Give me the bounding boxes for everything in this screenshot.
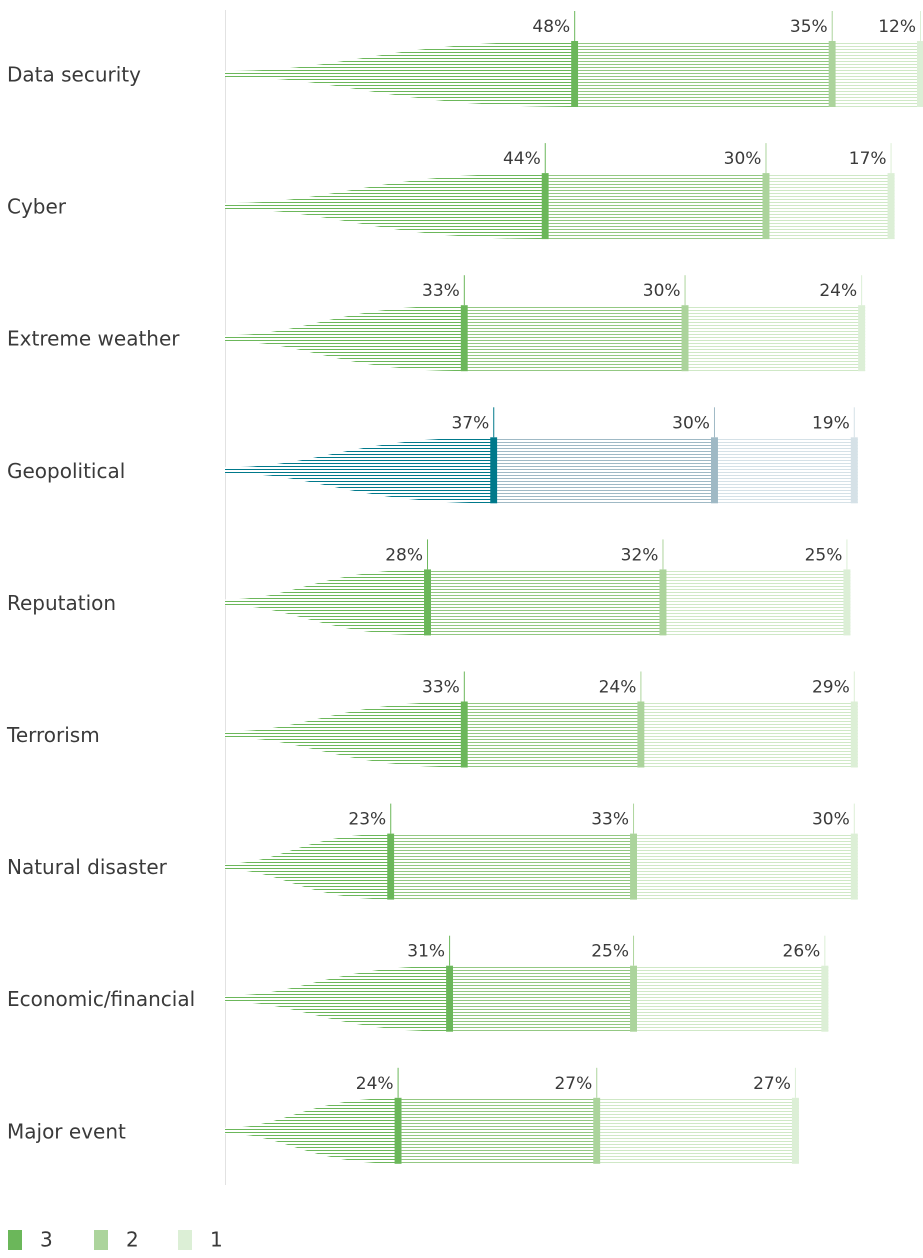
segment-end: [460, 305, 468, 372]
segment-end: [887, 173, 895, 240]
legend-swatch: [178, 1230, 192, 1250]
segment-end: [394, 1097, 402, 1164]
segment: [225, 1097, 402, 1164]
segment-end: [681, 305, 689, 372]
value-label: 33%: [422, 281, 460, 301]
segment: [717, 437, 858, 504]
category-label: Natural disaster: [7, 855, 168, 879]
segment: [637, 965, 829, 1032]
segment: [835, 41, 923, 107]
value-label: 32%: [621, 545, 659, 565]
value-label: 35%: [790, 17, 828, 37]
value-label: 31%: [407, 942, 445, 962]
value-label: 30%: [724, 149, 762, 169]
segment: [769, 173, 895, 240]
value-label: 24%: [356, 1074, 394, 1094]
segment: [401, 1097, 601, 1164]
segment-end: [843, 569, 851, 636]
segment: [225, 965, 454, 1032]
segment-end: [710, 437, 718, 504]
segment: [644, 701, 858, 768]
value-label: 26%: [783, 942, 821, 962]
category-label: Economic/financial: [7, 987, 195, 1011]
segment: [467, 701, 645, 768]
value-label: 17%: [849, 149, 887, 169]
category-label: Data security: [7, 63, 141, 87]
value-label: 24%: [599, 678, 637, 698]
category-label: Extreme weather: [7, 327, 180, 351]
legend-label: 1: [210, 1228, 223, 1252]
value-label: 30%: [643, 281, 681, 301]
segment: [578, 41, 836, 107]
value-label: 24%: [819, 281, 857, 301]
segment: [637, 833, 858, 900]
segment-end: [630, 833, 638, 900]
segment: [666, 569, 851, 636]
category-label: Reputation: [7, 591, 116, 615]
value-label: 33%: [422, 678, 460, 698]
legend-label: 2: [126, 1228, 139, 1252]
segment-end: [460, 701, 468, 768]
legend-swatch: [8, 1230, 22, 1250]
segment-end: [791, 1097, 799, 1164]
segment: [600, 1097, 799, 1164]
segment-end: [762, 173, 770, 240]
value-label: 37%: [451, 413, 489, 433]
value-label: 25%: [805, 545, 843, 565]
segment-end: [571, 41, 579, 107]
category-label: Major event: [7, 1119, 126, 1143]
segment: [225, 437, 498, 504]
segment-end: [659, 569, 667, 636]
segment-end: [917, 41, 923, 107]
value-label: 29%: [812, 678, 850, 698]
value-label: 12%: [878, 17, 916, 37]
segment: [225, 173, 549, 240]
legend-swatch: [94, 1230, 108, 1250]
segment: [497, 437, 718, 504]
value-label: 30%: [672, 413, 710, 433]
segment: [225, 833, 395, 900]
segment-end: [424, 569, 432, 636]
segment: [225, 569, 432, 636]
category-label: Cyber: [7, 195, 67, 219]
segment-end: [630, 965, 638, 1032]
value-label: 30%: [812, 810, 850, 830]
segment-end: [446, 965, 454, 1032]
value-label: 25%: [591, 942, 629, 962]
segment-end: [593, 1097, 601, 1164]
segment: [548, 173, 770, 240]
segment: [453, 965, 638, 1032]
value-label: 44%: [503, 149, 541, 169]
segment-end: [541, 173, 549, 240]
segment: [431, 569, 667, 636]
segment: [225, 701, 468, 768]
value-label: 19%: [812, 413, 850, 433]
segment: [225, 305, 468, 372]
segment: [688, 305, 866, 372]
segment: [225, 41, 579, 107]
value-label: 27%: [554, 1074, 592, 1094]
value-label: 23%: [348, 810, 386, 830]
segment-end: [850, 437, 858, 504]
value-label: 27%: [753, 1074, 791, 1094]
segment-end: [850, 833, 858, 900]
value-label: 33%: [591, 810, 629, 830]
category-label: Geopolitical: [7, 459, 125, 483]
legend-label: 3: [40, 1228, 53, 1252]
segment-end: [821, 965, 829, 1032]
segment: [467, 305, 689, 372]
segment-end: [858, 305, 866, 372]
segment-end: [387, 833, 395, 900]
value-label: 48%: [532, 17, 570, 37]
segment-end: [850, 701, 858, 768]
segment-end: [828, 41, 836, 107]
segment-end: [490, 437, 498, 504]
category-label: Terrorism: [6, 723, 100, 747]
segment: [394, 833, 638, 900]
segment-end: [637, 701, 645, 768]
value-label: 28%: [385, 545, 423, 565]
